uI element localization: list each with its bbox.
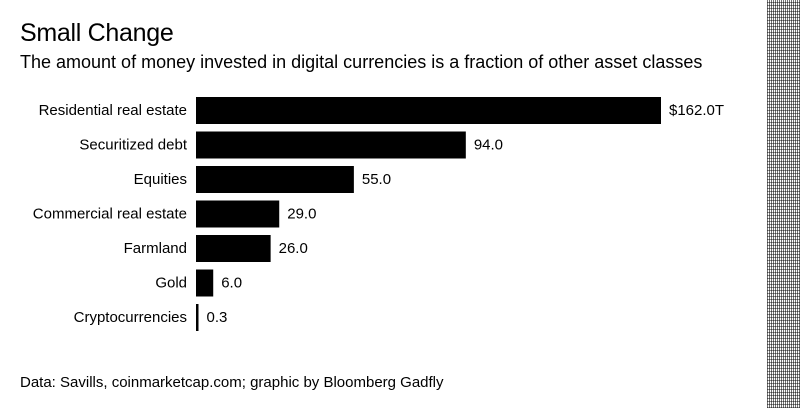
category-label: Gold [155,275,187,292]
value-label: 29.0 [287,206,316,223]
category-label: Commercial real estate [33,206,187,223]
source-note: Data: Savills, coinmarketcap.com; graphi… [20,374,444,391]
bar-row: Commercial real estate 29.0 [33,200,316,228]
category-label: Securitized debt [79,137,187,154]
bar [196,200,280,228]
bar-row: Residential real estate $162.0T [39,97,724,124]
bar [196,131,466,159]
category-label: Farmland [124,240,187,257]
category-label: Cryptocurrencies [74,309,187,326]
bar [196,97,661,124]
chart-subtitle: The amount of money invested in digital … [20,52,703,72]
side-pattern-strip [767,0,800,408]
bar [196,304,199,331]
bar [196,166,354,193]
value-label: 26.0 [279,240,308,257]
bar-row: Gold 6.0 [155,269,242,297]
bar [196,235,271,262]
bar-row: Cryptocurrencies 0.3 [74,304,228,331]
bar-chart: Residential real estate $162.0T Securitize… [33,97,724,331]
value-label: 55.0 [362,171,391,188]
category-label: Equities [134,171,187,188]
bar-row: Equities 55.0 [134,166,391,193]
value-label: 0.3 [207,309,228,326]
chart-title: Small Change [20,19,174,47]
value-label: $162.0T [669,102,724,119]
value-label: 6.0 [221,275,242,292]
bar-row: Securitized debt 94.0 [79,131,503,159]
value-label: 94.0 [474,137,503,154]
bar [196,269,214,297]
category-label: Residential real estate [39,102,187,119]
bar-row: Farmland 26.0 [124,235,308,262]
